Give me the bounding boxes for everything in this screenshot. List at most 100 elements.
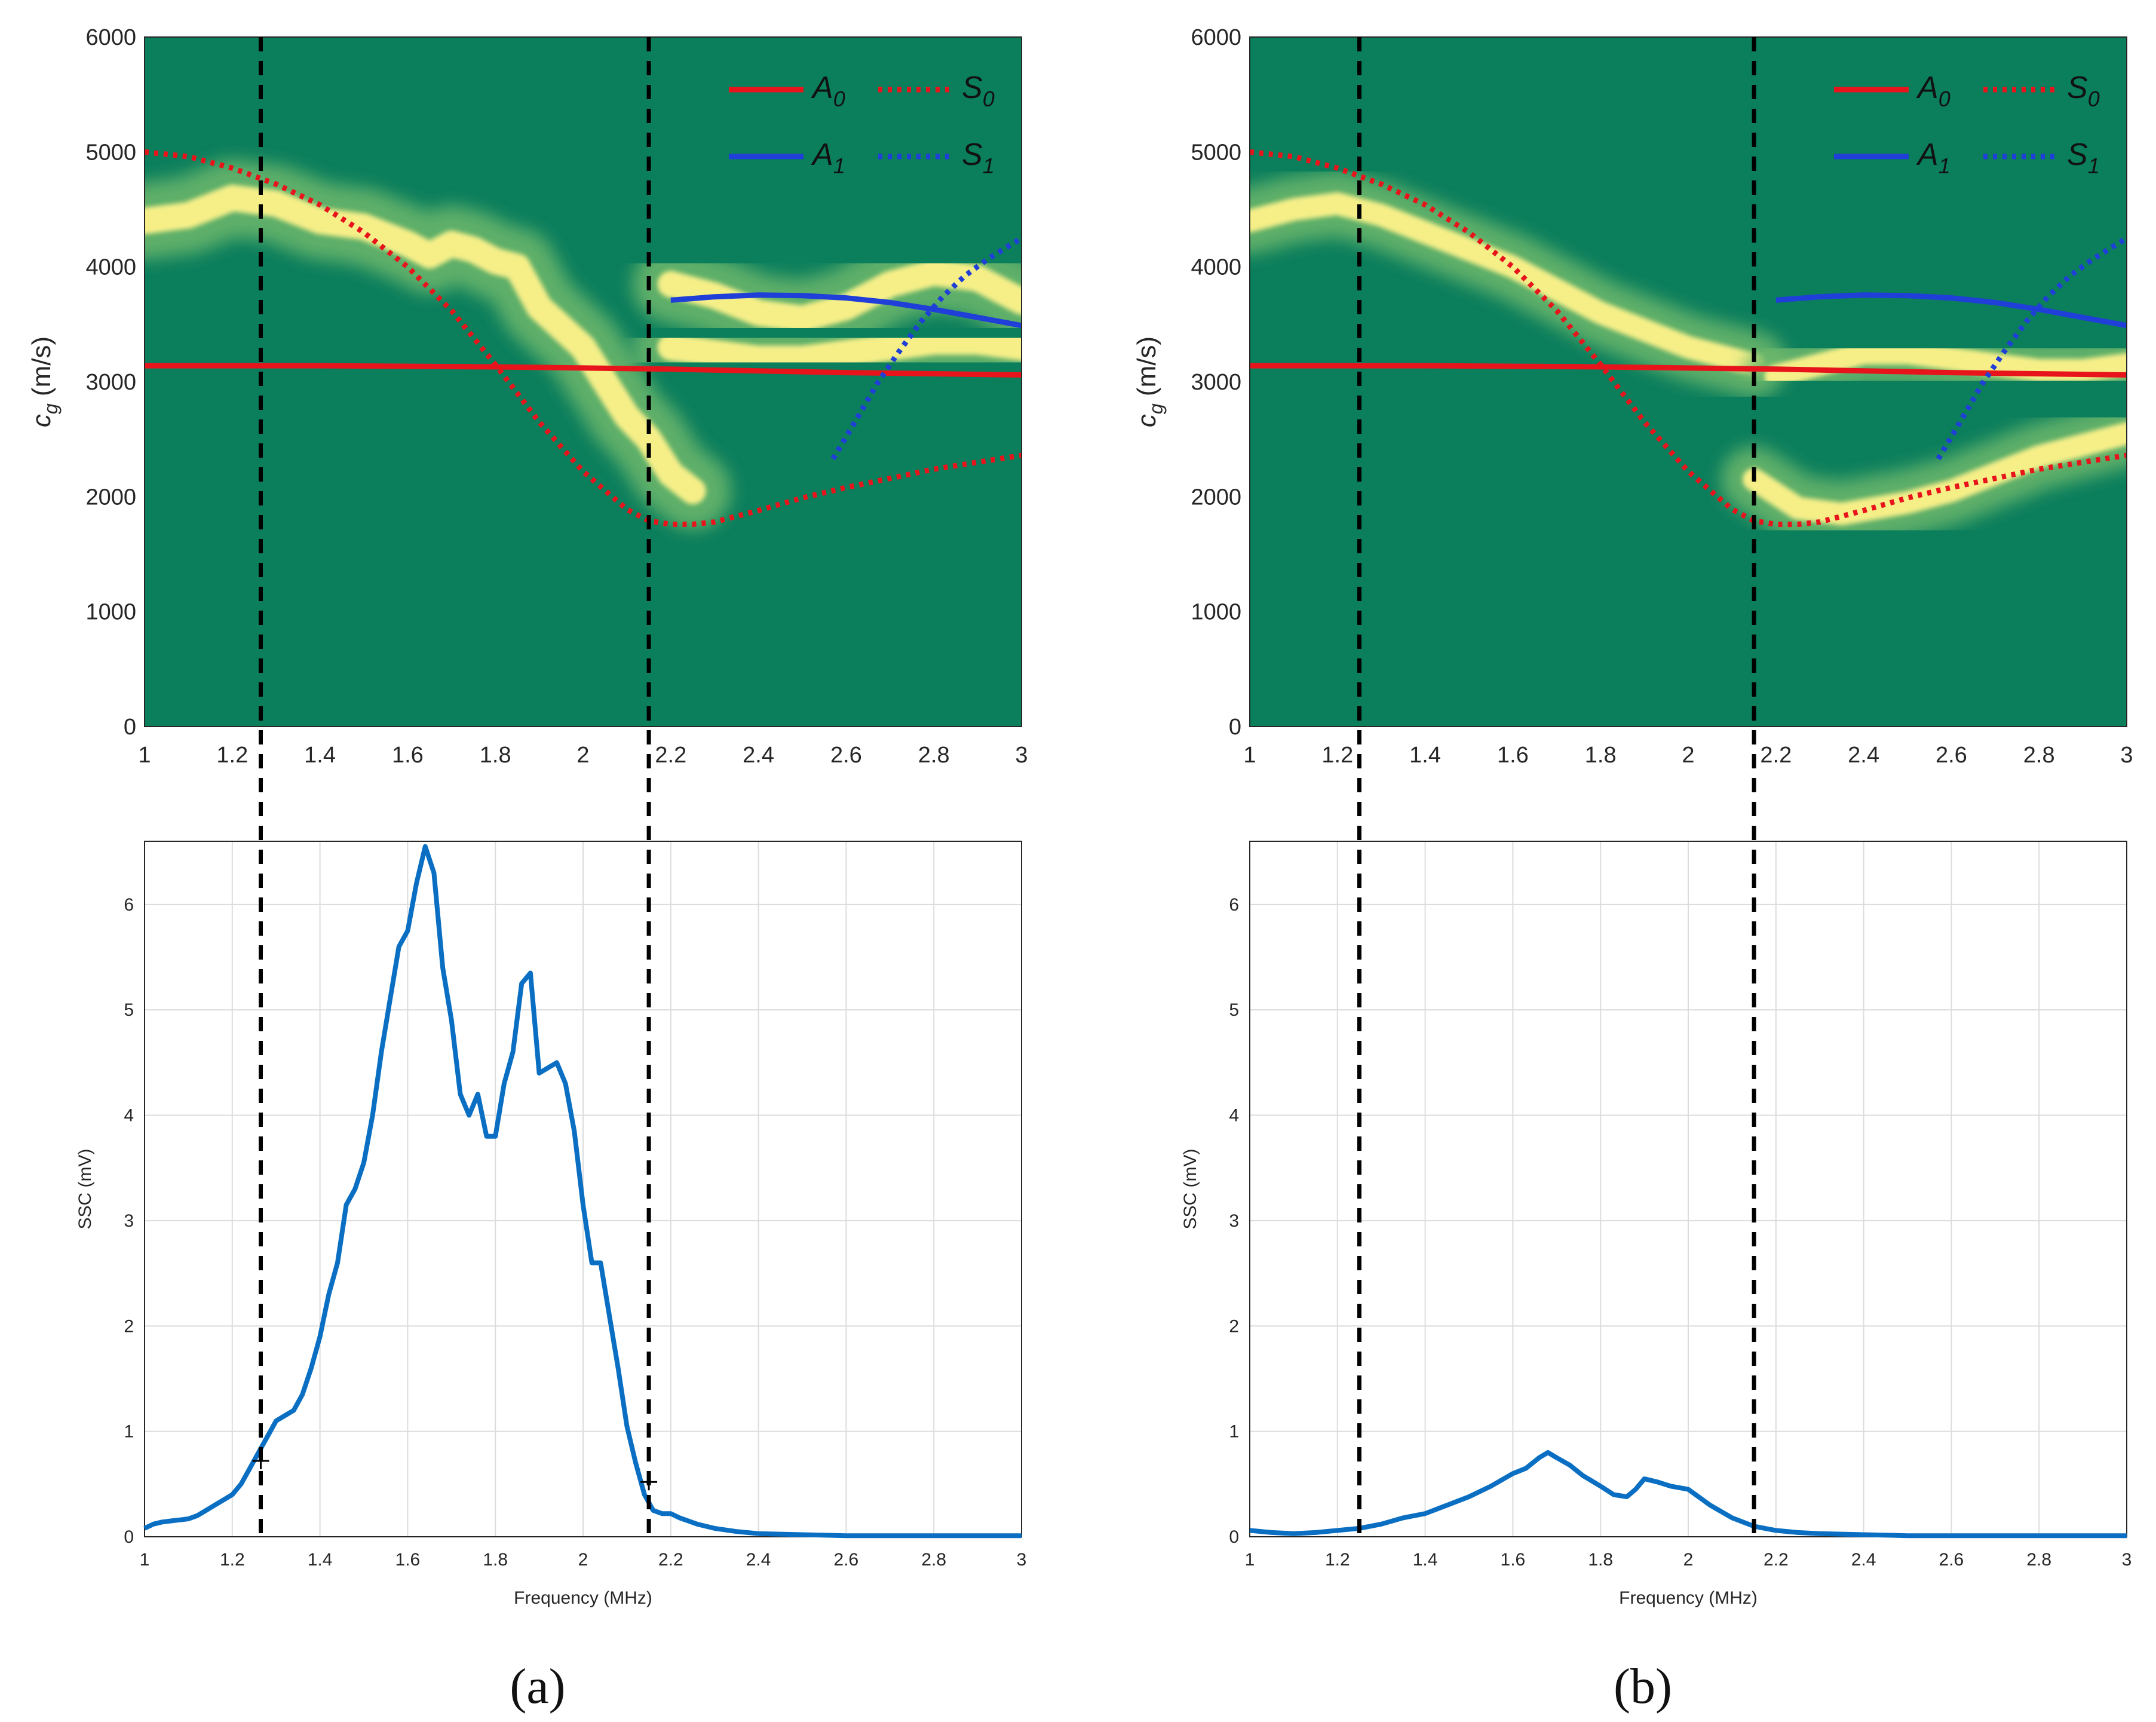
ssc-ytick-label: 1 — [1229, 1422, 1239, 1442]
map-ytick-label: 5000 — [85, 140, 136, 165]
map-xtick-label: 1.6 — [392, 743, 424, 768]
curve-s0 — [145, 149, 1022, 527]
ssc-chart: 1 1.2 1.4 1.6 1.8 2 2.2 2.4 2.6 2.8 30123456Freque… — [1180, 841, 2132, 1608]
map-ylabel: cg (m/s) — [1132, 336, 1167, 427]
ssc-xtick-label: 1.2 — [220, 1550, 245, 1570]
ridge-core-2 — [1743, 422, 2127, 526]
map-ytick-label: 1000 — [85, 600, 136, 625]
map-ytick-label: 2000 — [1191, 485, 1241, 510]
ssc-xlabel: Frequency (MHz) — [514, 1588, 652, 1608]
panel-label-b: (b) — [1614, 1659, 1672, 1714]
ssc-ytick-label: 0 — [1229, 1527, 1239, 1547]
map-ytick-label: 2000 — [85, 485, 136, 510]
ssc-ytick-label: 2 — [1229, 1316, 1239, 1336]
map-frame — [1249, 36, 2127, 727]
map-ytick-label: 3000 — [85, 370, 136, 395]
ssc-ytick-label: 4 — [124, 1106, 134, 1126]
ssc-xtick-label: 1.6 — [1501, 1550, 1526, 1570]
map-ytick-label: 6000 — [1191, 25, 1241, 50]
map-xtick-label: 2.2 — [655, 743, 686, 768]
ssc-xtick-label: 2.4 — [746, 1550, 771, 1570]
map-ytick-label: 0 — [124, 715, 136, 740]
map-ytick-label: 4000 — [1191, 255, 1241, 280]
ssc-chart: 1 1.2 1.4 1.6 1.8 2 2.2 2.4 2.6 2.8 30123456Freque… — [75, 841, 1026, 1608]
ssc-series-line — [1249, 1450, 2127, 1539]
ssc-xtick-label: 1.8 — [483, 1550, 508, 1570]
map-ylabel: cg (m/s) — [27, 336, 62, 427]
curve-a0 — [145, 363, 1022, 378]
map-xtick-label: 1.2 — [1321, 743, 1353, 768]
mode-curves — [145, 149, 1022, 527]
map-xtick-label: 1.4 — [304, 743, 336, 768]
ssc-xtick-label: 2.2 — [658, 1550, 683, 1570]
curve-a0 — [1250, 363, 2127, 378]
map-xtick-label: 1.6 — [1497, 743, 1529, 768]
energy-ridges — [1250, 170, 2127, 547]
map-xtick-label: 1.8 — [1585, 743, 1617, 768]
ssc-xtick-label: 1.2 — [1325, 1550, 1350, 1570]
curve-s0 — [1250, 149, 2127, 527]
ssc-ytick-label: 3 — [1229, 1211, 1239, 1231]
ssc-xtick-label: 2.4 — [1851, 1550, 1876, 1570]
ssc-ylabel: SSC (mV) — [1180, 1149, 1200, 1230]
map-ytick-label: 1000 — [1191, 600, 1241, 625]
map-xtick-label: 3 — [2120, 743, 2133, 768]
map-xtick-label: 2.8 — [2023, 743, 2055, 768]
ssc-xtick-label: 2 — [1683, 1550, 1694, 1570]
mode-curves — [1250, 149, 2127, 527]
ssc-xtick-label: 2.6 — [834, 1550, 859, 1570]
ssc-xtick-label: 1 — [1245, 1550, 1255, 1570]
ssc-series-line — [143, 844, 1022, 1539]
map-xtick-label: 2.4 — [1848, 743, 1879, 768]
ssc-ytick-label: 6 — [1229, 895, 1239, 915]
ssc-grid — [1249, 841, 2127, 1537]
ridge-core-0 — [145, 185, 706, 504]
ssc-frame — [144, 841, 1022, 1537]
legend-label-a1: A1 — [1916, 137, 1950, 178]
ssc-xtick-label: 2.6 — [1939, 1550, 1964, 1570]
ssc-xtick-label: 1.4 — [308, 1550, 333, 1570]
ssc-xtick-label: 2.2 — [1764, 1550, 1789, 1570]
ssc-xlabel: Frequency (MHz) — [1619, 1588, 1758, 1608]
map-xtick-label: 1.4 — [1409, 743, 1441, 768]
map-frame — [144, 36, 1022, 727]
map-xtick-label: 2.4 — [743, 743, 774, 768]
map-ytick-label: 3000 — [1191, 370, 1241, 395]
ssc-xtick-label: 3 — [1017, 1550, 1027, 1570]
ssc-xtick-label: 1.8 — [1588, 1550, 1613, 1570]
ssc-xtick-label: 1.6 — [395, 1550, 421, 1570]
ssc-xtick-label: 2.8 — [921, 1550, 946, 1570]
ssc-ylabel: SSC (mV) — [75, 1149, 95, 1230]
ssc-ytick-label: 5 — [124, 1000, 134, 1020]
map-ytick-label: 5000 — [1191, 140, 1241, 165]
curve-a1 — [1775, 292, 2127, 329]
ssc-ytick-label: 4 — [1229, 1106, 1239, 1126]
map-xtick-label: 2.8 — [918, 743, 950, 768]
map-xtick-label: 1.8 — [480, 743, 511, 768]
panel-label-a: (a) — [510, 1659, 565, 1714]
dashed-guide-lines — [259, 37, 1756, 1537]
ridge-core-0 — [1250, 192, 1766, 376]
map-ytick-label: 0 — [1229, 715, 1241, 740]
ssc-xtick-label: 1 — [140, 1550, 150, 1570]
ssc-ytick-label: 2 — [124, 1316, 134, 1336]
map-xtick-label: 2 — [1682, 743, 1694, 768]
map-xtick-label: 1.2 — [216, 743, 248, 768]
ssc-ytick-label: 6 — [124, 895, 134, 915]
ssc-ytick-label: 3 — [124, 1211, 134, 1231]
ridge-core-2 — [657, 328, 1022, 372]
map-xtick-label: 2.6 — [1936, 743, 1967, 768]
map-xtick-label: 1 — [138, 743, 151, 768]
map-xtick-label: 2 — [576, 743, 589, 768]
map-xtick-label: 1 — [1243, 743, 1256, 768]
map-xtick-label: 3 — [1015, 743, 1028, 768]
map-ytick-label: 4000 — [85, 255, 136, 280]
ssc-xtick-label: 2 — [578, 1550, 588, 1570]
curve-a1 — [670, 292, 1022, 329]
ssc-xtick-label: 2.8 — [2026, 1550, 2051, 1570]
